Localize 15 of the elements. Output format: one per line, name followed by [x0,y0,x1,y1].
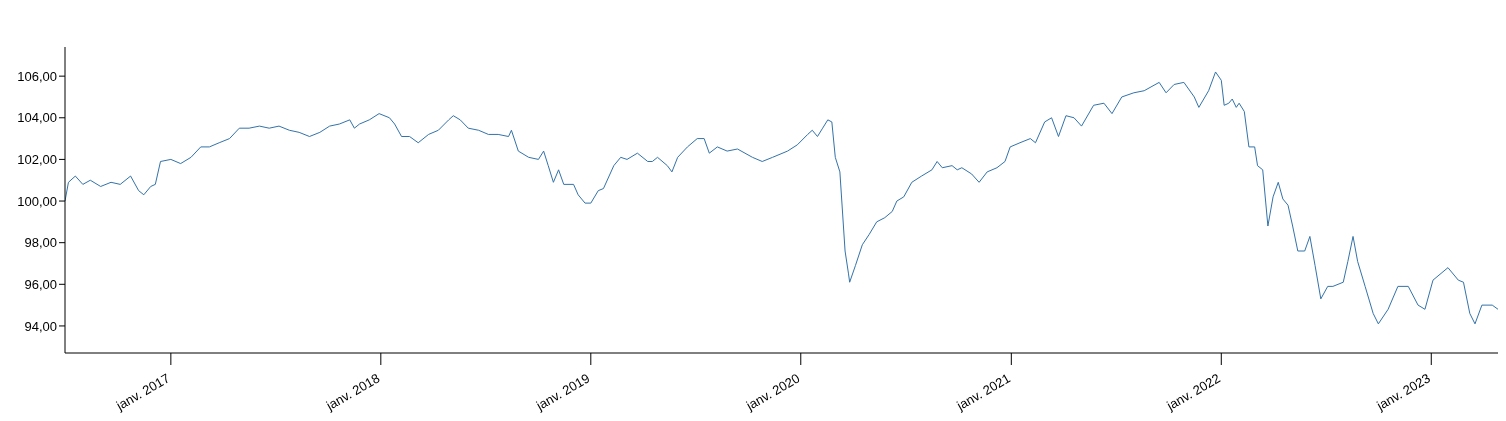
x-tick-label: janv. 2019 [532,370,593,414]
x-tick-label: janv. 2023 [1373,370,1433,414]
y-tick-label: 100,00 [17,193,57,209]
x-tick-label: janv. 2021 [953,370,1013,414]
y-tick-label: 96,00 [24,276,57,292]
y-tick-label: 106,00 [17,68,57,84]
y-tick-label: 98,00 [24,235,57,251]
y-tick-label: 94,00 [24,318,57,334]
y-tick-label: 102,00 [17,152,57,168]
line-series [65,71,1498,325]
x-tick-label: janv. 2017 [112,370,173,414]
y-tick-label: 104,00 [17,110,57,126]
x-tick-label: janv. 2022 [1163,370,1223,414]
x-tick-label: janv. 2020 [742,370,803,414]
x-tick-label: janv. 2018 [322,370,383,414]
